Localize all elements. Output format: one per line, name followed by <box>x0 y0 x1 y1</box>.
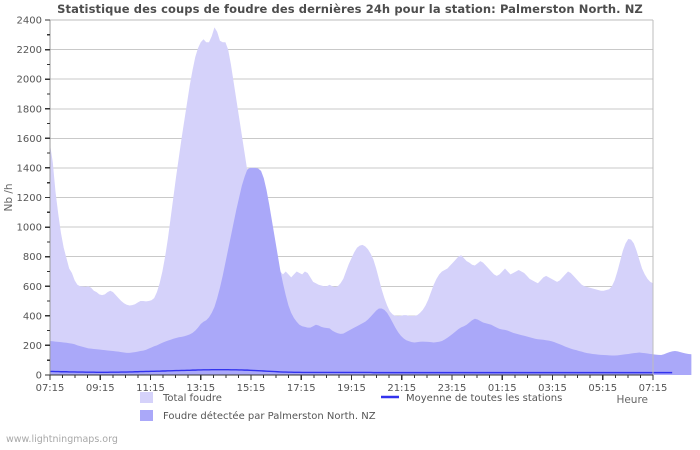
legend-item[interactable]: Moyenne de toutes les stations <box>381 393 562 404</box>
x-tick-label: 15:15 <box>237 383 266 394</box>
x-tick-label: 05:15 <box>588 383 617 394</box>
y-tick-label: 200 <box>23 341 42 352</box>
x-axis-title: Heure <box>616 394 648 406</box>
axis-titles: Nb /h Heure <box>3 183 648 406</box>
y-tick-label: 1800 <box>17 104 42 115</box>
x-tick-label: 11:15 <box>136 383 165 394</box>
x-tick-label: 19:15 <box>337 383 366 394</box>
y-tick-label: 800 <box>23 252 42 263</box>
y-tick-label: 400 <box>23 311 42 322</box>
legend-label: Total foudre <box>162 393 222 404</box>
y-tick-label: 0 <box>36 371 42 382</box>
y-tick-label: 1200 <box>17 193 42 204</box>
y-tick-label: 600 <box>23 282 42 293</box>
y-tick-label: 2000 <box>17 75 42 86</box>
area-series-total <box>50 27 653 375</box>
x-tick-label: 21:15 <box>387 383 416 394</box>
area-series-station <box>50 167 692 375</box>
legend-label: Moyenne de toutes les stations <box>406 393 562 404</box>
x-tick-label: 01:15 <box>488 383 517 394</box>
x-tick-label: 09:15 <box>86 383 115 394</box>
x-tick-label: 03:15 <box>538 383 567 394</box>
legend-item[interactable]: Total foudre <box>140 392 222 404</box>
y-tick-label: 1000 <box>17 223 42 234</box>
x-tick-label: 13:15 <box>186 383 215 394</box>
legend-swatch <box>140 410 153 421</box>
x-tick-label: 07:15 <box>36 383 65 394</box>
legend-label: Foudre détectée par Palmerston North. NZ <box>163 410 376 422</box>
site-watermark: www.lightningmaps.org <box>6 434 118 445</box>
y-tick-label: 1600 <box>17 134 42 145</box>
y-tick-label: 2200 <box>17 45 42 56</box>
y-tick-label: 1400 <box>17 163 42 174</box>
legend-swatch <box>140 392 153 403</box>
y-axis-title: Nb /h <box>3 183 15 211</box>
x-tick-label: 07:15 <box>639 383 668 394</box>
x-axis-ticks: 07:15 09:15 11:15 13:15 15:15 17:15 19:15 21:15… <box>36 375 668 394</box>
y-tick-label: 2400 <box>17 16 42 27</box>
chart-legend: Total foudre Foudre détectée par Palmerst… <box>140 392 562 422</box>
legend-item[interactable]: Foudre détectée par Palmerston North. NZ <box>140 410 376 422</box>
y-axis-ticks: 0 200 400 600 800 1000 1200 1400 1600 1800 2000 220… <box>17 16 50 382</box>
chart-title: Statistique des coups de foudre des dern… <box>57 2 643 16</box>
line-series-average <box>50 368 673 374</box>
x-tick-label: 23:15 <box>438 383 467 394</box>
x-tick-label: 17:15 <box>287 383 316 394</box>
